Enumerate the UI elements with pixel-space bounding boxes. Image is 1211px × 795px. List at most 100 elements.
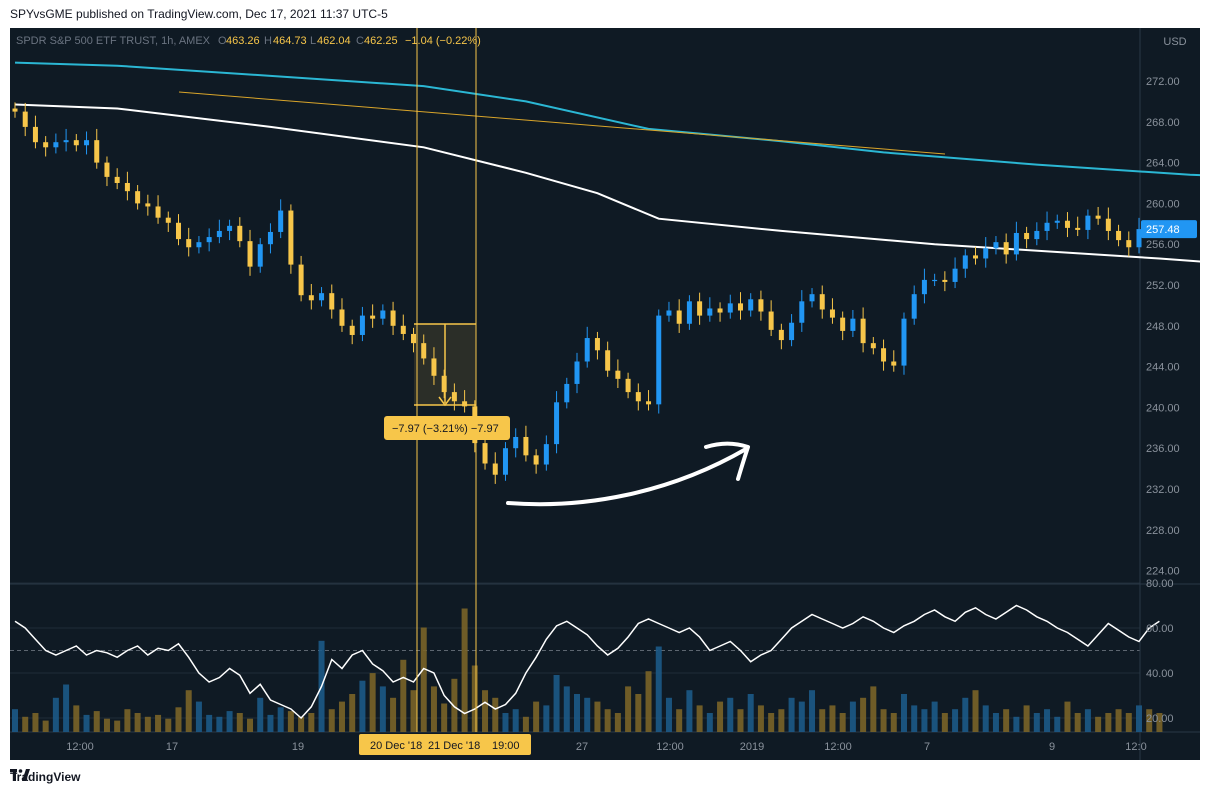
candle-body[interactable] — [227, 225, 233, 231]
candle-body[interactable] — [809, 294, 815, 302]
candle-body[interactable] — [237, 225, 243, 242]
candle-body[interactable] — [319, 293, 325, 301]
candle-body[interactable] — [942, 279, 948, 282]
candle-body[interactable] — [1034, 230, 1040, 240]
candle-body[interactable] — [962, 255, 968, 269]
candle-body[interactable] — [186, 239, 192, 248]
candle-body[interactable] — [932, 279, 938, 282]
candle-body[interactable] — [288, 210, 294, 265]
candle-body[interactable] — [584, 338, 590, 362]
candle-body[interactable] — [206, 237, 212, 243]
candle-body[interactable] — [1136, 229, 1142, 248]
candle-body[interactable] — [1095, 215, 1101, 219]
crosshair-time-badge[interactable] — [359, 734, 531, 755]
candle-body[interactable] — [63, 140, 69, 143]
measure-tool[interactable]: −7.97 (−3.21%) −7.97 — [384, 28, 510, 732]
candle-body[interactable] — [574, 361, 580, 384]
candle-body[interactable] — [104, 162, 110, 177]
candle-body[interactable] — [451, 392, 457, 402]
candle-body[interactable] — [737, 303, 743, 311]
candle-body[interactable] — [799, 301, 805, 323]
candle-body[interactable] — [339, 309, 345, 326]
candle-body[interactable] — [564, 383, 570, 403]
candle-body[interactable] — [707, 308, 713, 316]
currency-label[interactable]: USD — [1163, 36, 1186, 48]
candle-body[interactable] — [431, 358, 437, 376]
candle-body[interactable] — [891, 361, 897, 366]
candle-body[interactable] — [175, 222, 181, 240]
candle-body[interactable] — [1024, 232, 1030, 240]
candle-body[interactable] — [257, 244, 263, 267]
candle-body[interactable] — [84, 140, 90, 146]
candle-body[interactable] — [952, 268, 958, 282]
candle-body[interactable] — [359, 315, 365, 335]
drawn-arrow[interactable] — [506, 441, 750, 507]
chart-area[interactable]: −7.97 (−3.21%) −7.97 272.00 268.00 264.00 2… — [10, 28, 1200, 760]
candle-body[interactable] — [94, 140, 100, 163]
candle-body[interactable] — [43, 142, 49, 148]
candle-body[interactable] — [819, 294, 825, 310]
candle-body[interactable] — [462, 401, 468, 407]
candle-body[interactable] — [12, 108, 18, 112]
candle-body[interactable] — [1105, 218, 1111, 231]
drawn-arrow-head[interactable] — [704, 441, 750, 481]
candle-body[interactable] — [829, 309, 835, 318]
candle-body[interactable] — [789, 322, 795, 341]
candle-body[interactable] — [124, 183, 130, 192]
candle-body[interactable] — [727, 303, 733, 313]
candle-body[interactable] — [1085, 215, 1091, 230]
candle-body[interactable] — [1064, 220, 1070, 228]
candle-body[interactable] — [635, 392, 641, 402]
candle-body[interactable] — [850, 318, 856, 331]
candle-body[interactable] — [1075, 227, 1081, 230]
candle-body[interactable] — [1013, 232, 1019, 255]
candle-body[interactable] — [840, 317, 846, 331]
candle-body[interactable] — [921, 279, 927, 295]
price-axis[interactable]: 272.00 268.00 264.00 260.00 256.00 252.00 248.… — [66, 76, 1197, 755]
candle-body[interactable] — [421, 343, 427, 359]
candle-body[interactable] — [492, 463, 498, 475]
candle-body[interactable] — [646, 401, 652, 405]
candle-body[interactable] — [911, 294, 917, 319]
candle-body[interactable] — [778, 329, 784, 341]
candle-body[interactable] — [717, 308, 723, 313]
candle-body[interactable] — [400, 325, 406, 334]
candle-body[interactable] — [656, 315, 662, 405]
candle-body[interactable] — [901, 318, 907, 366]
candle-body[interactable] — [666, 310, 672, 316]
candle-body[interactable] — [53, 142, 59, 148]
last-price-badge[interactable] — [1141, 220, 1197, 239]
candle-body[interactable] — [308, 295, 314, 301]
candle-body[interactable] — [32, 126, 38, 143]
candle-body[interactable] — [625, 378, 631, 393]
candle-body[interactable] — [135, 191, 141, 204]
candlesticks[interactable] — [12, 102, 1142, 484]
candle-body[interactable] — [1116, 230, 1122, 241]
candle-body[interactable] — [370, 315, 376, 319]
candle-body[interactable] — [748, 299, 754, 311]
candle-body[interactable] — [543, 444, 549, 465]
candle-body[interactable] — [1054, 220, 1060, 223]
candle-body[interactable] — [554, 402, 560, 445]
candle-body[interactable] — [860, 318, 866, 344]
candle-body[interactable] — [247, 241, 253, 267]
candle-body[interactable] — [523, 436, 529, 456]
candle-body[interactable] — [411, 333, 417, 344]
candle-body[interactable] — [165, 217, 171, 223]
candle-body[interactable] — [605, 350, 611, 371]
candle-body[interactable] — [676, 310, 682, 324]
candle-body[interactable] — [278, 210, 284, 232]
candle-body[interactable] — [482, 443, 488, 464]
candle-body[interactable] — [349, 325, 355, 335]
candle-body[interactable] — [993, 242, 999, 249]
candle-body[interactable] — [114, 176, 120, 183]
candle-body[interactable] — [502, 448, 508, 475]
candle-body[interactable] — [22, 111, 28, 127]
candle-body[interactable] — [594, 338, 600, 351]
chart-canvas[interactable]: −7.97 (−3.21%) −7.97 272.00268.00264.002… — [10, 28, 1200, 760]
candle-body[interactable] — [1003, 242, 1009, 255]
candle-body[interactable] — [145, 203, 151, 207]
candle-body[interactable] — [196, 242, 202, 248]
candle-body[interactable] — [881, 348, 887, 362]
candle-body[interactable] — [390, 310, 396, 326]
